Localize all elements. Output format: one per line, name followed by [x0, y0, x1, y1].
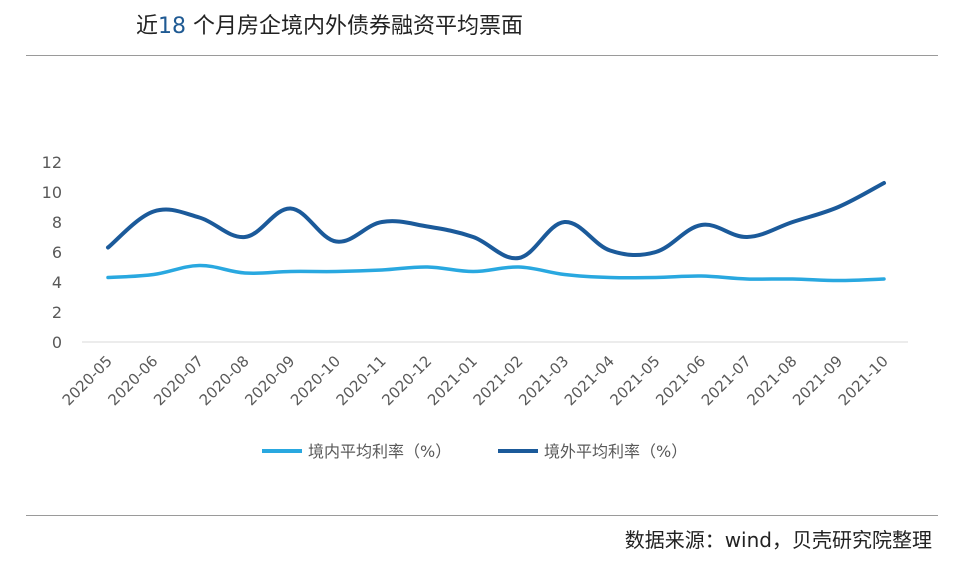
bottom-divider [26, 515, 938, 516]
legend-label: 境外平均利率（%） [544, 442, 687, 461]
series-line-overseas [106, 181, 886, 261]
y-tick-label: 4 [52, 273, 62, 292]
line-chart: 0 2 4 6 8 10 12 2020-052020-062020-072020-0820… [42, 153, 908, 461]
series-lines [106, 181, 886, 283]
y-tick-label: 6 [52, 243, 62, 262]
chart-title: 近18 个月房企境内外债券融资平均票面 [136, 14, 524, 39]
x-axis: 2020-052020-062020-072020-082020-092020-… [59, 341, 908, 409]
y-axis: 0 2 4 6 8 10 12 [42, 153, 62, 352]
series-line-domestic [106, 263, 886, 283]
y-tick-label: 12 [42, 153, 62, 172]
y-tick-label: 8 [52, 213, 62, 232]
y-tick-label: 2 [52, 303, 62, 322]
x-tick-label: 2021-10 [835, 352, 892, 409]
legend-label: 境内平均利率（%） [308, 442, 451, 461]
legend: 境内平均利率（%） 境外平均利率（%） [262, 442, 687, 461]
y-tick-label: 0 [52, 333, 62, 352]
source-note: 数据来源：wind，贝壳研究院整理 [624, 528, 932, 552]
top-divider [26, 55, 938, 56]
y-tick-label: 10 [42, 183, 62, 202]
